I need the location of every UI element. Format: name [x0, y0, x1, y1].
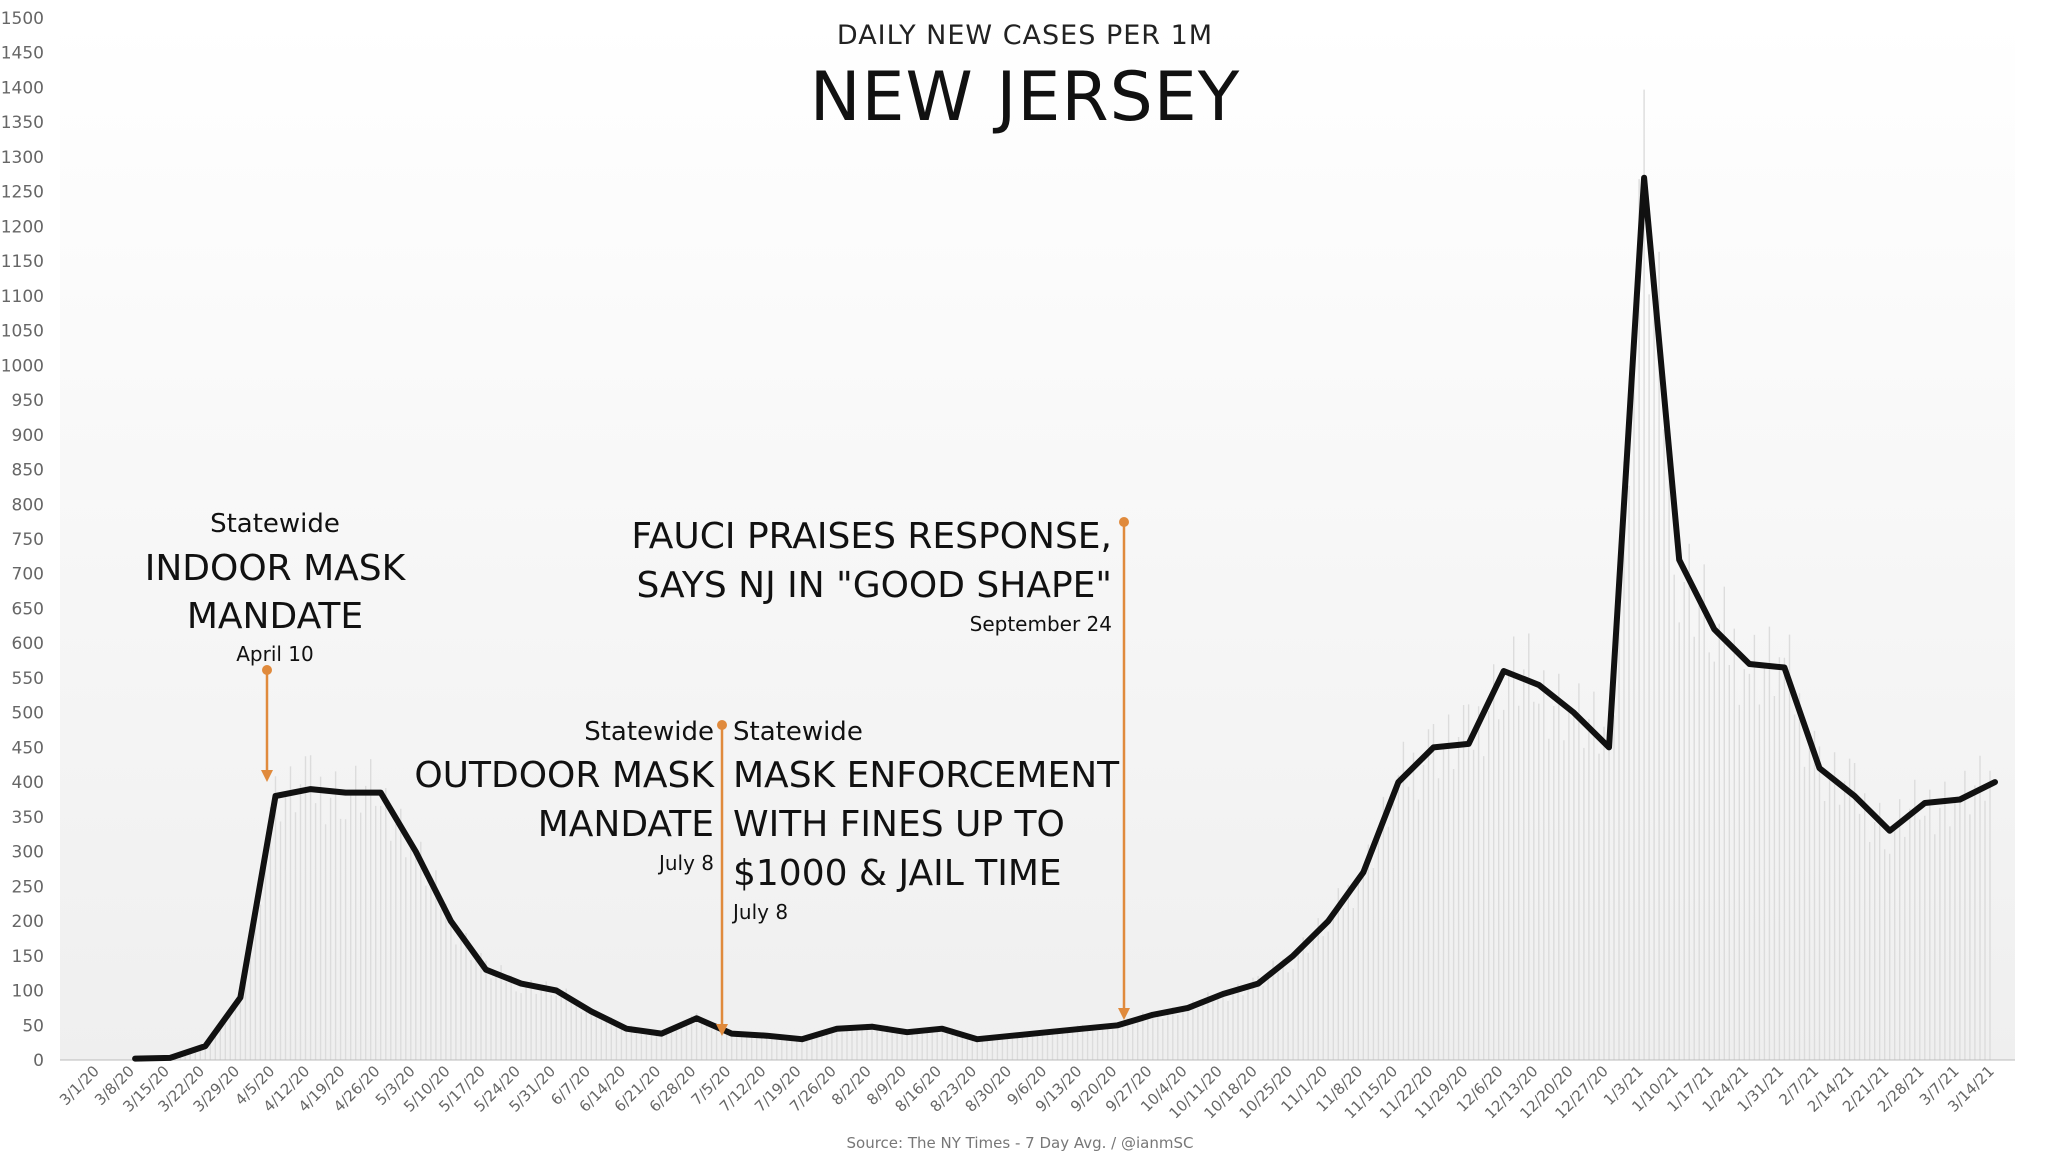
- annotation-arrow-dot: [717, 720, 727, 730]
- annotation-small-label: Statewide: [584, 717, 714, 747]
- annotation-mask-enforcement: Statewide MASK ENFORCEMENT WITH FINES UP…: [731, 717, 1120, 924]
- annotation-indoor-mask: Statewide INDOOR MASK MANDATE April 10: [145, 509, 407, 782]
- y-tick-label: 1050: [1, 322, 44, 342]
- annotation-line: WITH FINES UP TO: [733, 804, 1065, 845]
- y-tick-label: 100: [12, 982, 44, 1002]
- y-tick-label: 900: [12, 426, 44, 446]
- annotation-small-label: Statewide: [210, 509, 340, 539]
- y-tick-label: 250: [12, 877, 44, 897]
- annotation-line: FAUCI PRAISES RESPONSE,: [631, 516, 1112, 557]
- source-note: Source: The NY Times - 7 Day Avg. / @ian…: [847, 1134, 1194, 1152]
- annotation-arrow-dot: [262, 665, 272, 675]
- y-tick-label: 1450: [1, 44, 44, 64]
- y-tick-label: 300: [12, 843, 44, 863]
- y-tick-label: 1350: [1, 113, 44, 133]
- y-tick-label: 750: [12, 530, 44, 550]
- y-axis: 0 50 100 150 200 250 300 350 400 450 500 550 600 650 7…: [1, 9, 44, 1071]
- annotation-arrow-dot: [1119, 517, 1129, 527]
- annotation-arrow-head: [716, 1024, 728, 1036]
- chart-title: NEW JERSEY: [810, 58, 1241, 137]
- annotation-small-label: Statewide: [733, 717, 863, 747]
- x-axis: 3/1/203/8/203/15/203/22/203/29/204/5/204…: [56, 1062, 1998, 1122]
- y-tick-label: 1250: [1, 183, 44, 203]
- y-tick-label: 600: [12, 634, 44, 654]
- annotation-arrow-head: [1118, 1008, 1130, 1020]
- y-tick-label: 0: [33, 1051, 44, 1071]
- y-tick-label: 1100: [1, 287, 44, 307]
- annotation-line: INDOOR MASK: [145, 548, 407, 589]
- y-tick-label: 950: [12, 391, 44, 411]
- y-tick-label: 850: [12, 461, 44, 481]
- annotation-line: OUTDOOR MASK: [414, 755, 715, 796]
- y-tick-label: 350: [12, 808, 44, 828]
- y-tick-label: 700: [12, 565, 44, 585]
- y-tick-label: 1150: [1, 252, 44, 272]
- annotation-fauci: FAUCI PRAISES RESPONSE, SAYS NJ IN "GOOD…: [631, 516, 1130, 1020]
- annotation-date: April 10: [236, 642, 314, 666]
- chart-subtitle: DAILY NEW CASES PER 1M: [837, 20, 1213, 51]
- y-tick-label: 400: [12, 773, 44, 793]
- y-tick-label: 650: [12, 599, 44, 619]
- y-tick-label: 1300: [1, 148, 44, 168]
- annotation-line: MASK ENFORCEMENT: [733, 755, 1120, 796]
- series-line: [132, 174, 1998, 1062]
- annotation-arrow-head: [261, 770, 273, 782]
- annotation-date: July 8: [731, 900, 788, 924]
- y-tick-label: 500: [12, 704, 44, 724]
- y-tick-label: 1000: [1, 356, 44, 376]
- y-tick-label: 1400: [1, 78, 44, 98]
- annotation-date: September 24: [970, 612, 1112, 636]
- y-tick-label: 550: [12, 669, 44, 689]
- annotation-outdoor-mask: Statewide OUTDOOR MASK MANDATE July 8: [414, 717, 715, 875]
- annotation-line: MANDATE: [187, 596, 363, 637]
- annotation-line: MANDATE: [538, 804, 714, 845]
- annotation-line: $1000 & JAIL TIME: [733, 853, 1062, 894]
- annotation-date: July 8: [657, 851, 714, 875]
- y-tick-label: 450: [12, 738, 44, 758]
- y-tick-label: 150: [12, 947, 44, 967]
- y-tick-label: 1200: [1, 217, 44, 237]
- y-tick-label: 200: [12, 912, 44, 932]
- y-tick-label: 1500: [1, 9, 44, 29]
- annotation-line: SAYS NJ IN "GOOD SHAPE": [637, 565, 1112, 606]
- y-tick-label: 50: [22, 1016, 44, 1036]
- y-tick-label: 800: [12, 495, 44, 515]
